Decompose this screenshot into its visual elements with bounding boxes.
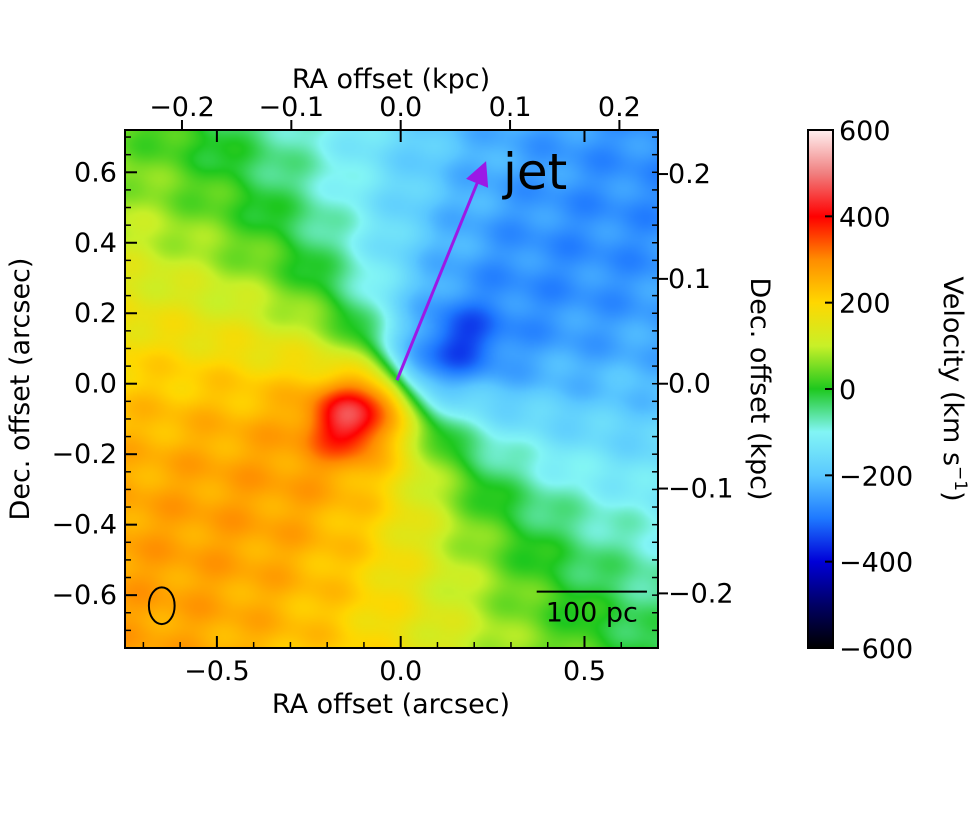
y-tick-label: 0.2 [74,298,117,329]
x-tick-label: −0.5 [184,656,250,687]
bottom-axis-ticks: −0.5 0.0 0.5 [142,130,659,687]
colorbar-ticks: 600 400 200 0 −200 −400 −600 [825,116,913,665]
right-tick-label: −0.1 [668,474,734,505]
colorbar-tick-label: 0 [839,375,856,406]
top-axis-ticks: −0.2 −0.1 0.0 0.1 0.2 [149,92,641,130]
right-axis-label: Dec. offset (kpc) [744,277,775,500]
y-tick-label: −0.2 [51,439,117,470]
top-tick-label: −0.2 [149,92,215,123]
jet-label: jet [502,143,567,201]
colorbar-tick-label: −600 [839,634,913,665]
x-tick-label: 0.5 [563,656,606,687]
beam-ellipse [147,586,176,626]
plot-frame [124,129,659,649]
velocity-map-image [125,130,658,648]
colorbar-tick-label: 400 [839,202,891,233]
right-tick-label: 0.1 [668,264,711,295]
top-tick-label: 0.1 [489,92,532,123]
x-tick-label: 0.0 [379,656,422,687]
y-tick-label: 0.4 [74,228,117,259]
y-tick-label: −0.4 [51,510,117,541]
left-axis-ticks: −0.6 −0.4 −0.2 0.0 0.2 0.4 0.6 [51,136,137,632]
top-tick-label: −0.1 [259,92,325,123]
y-tick-label: −0.6 [51,580,117,611]
x-axis-label: RA offset (arcsec) [272,689,510,720]
colorbar-tick-label: 600 [839,116,891,147]
colorbar-tick-label: 200 [839,289,891,320]
y-tick-label: 0.0 [74,369,117,400]
colorbar-tick-label: −200 [839,461,913,492]
right-tick-label: 0.2 [668,159,711,190]
colorbar-tick-label: −400 [839,548,913,579]
right-tick-label: 0.0 [668,369,711,400]
right-axis-ticks: −0.2 −0.1 0.0 0.1 0.2 [652,136,734,632]
y-axis-label: Dec. offset (arcsec) [5,258,36,521]
top-tick-label: 0.2 [598,92,641,123]
right-tick-label: −0.2 [668,578,734,609]
y-tick-label: 0.6 [74,157,117,188]
top-axis-label: RA offset (kpc) [292,64,490,95]
jet-arrow [395,161,489,381]
colorbar-label: Velocity (km s−1) [937,276,970,501]
scale-bar-label: 100 pc [546,598,638,629]
top-tick-label: 0.0 [379,92,422,123]
